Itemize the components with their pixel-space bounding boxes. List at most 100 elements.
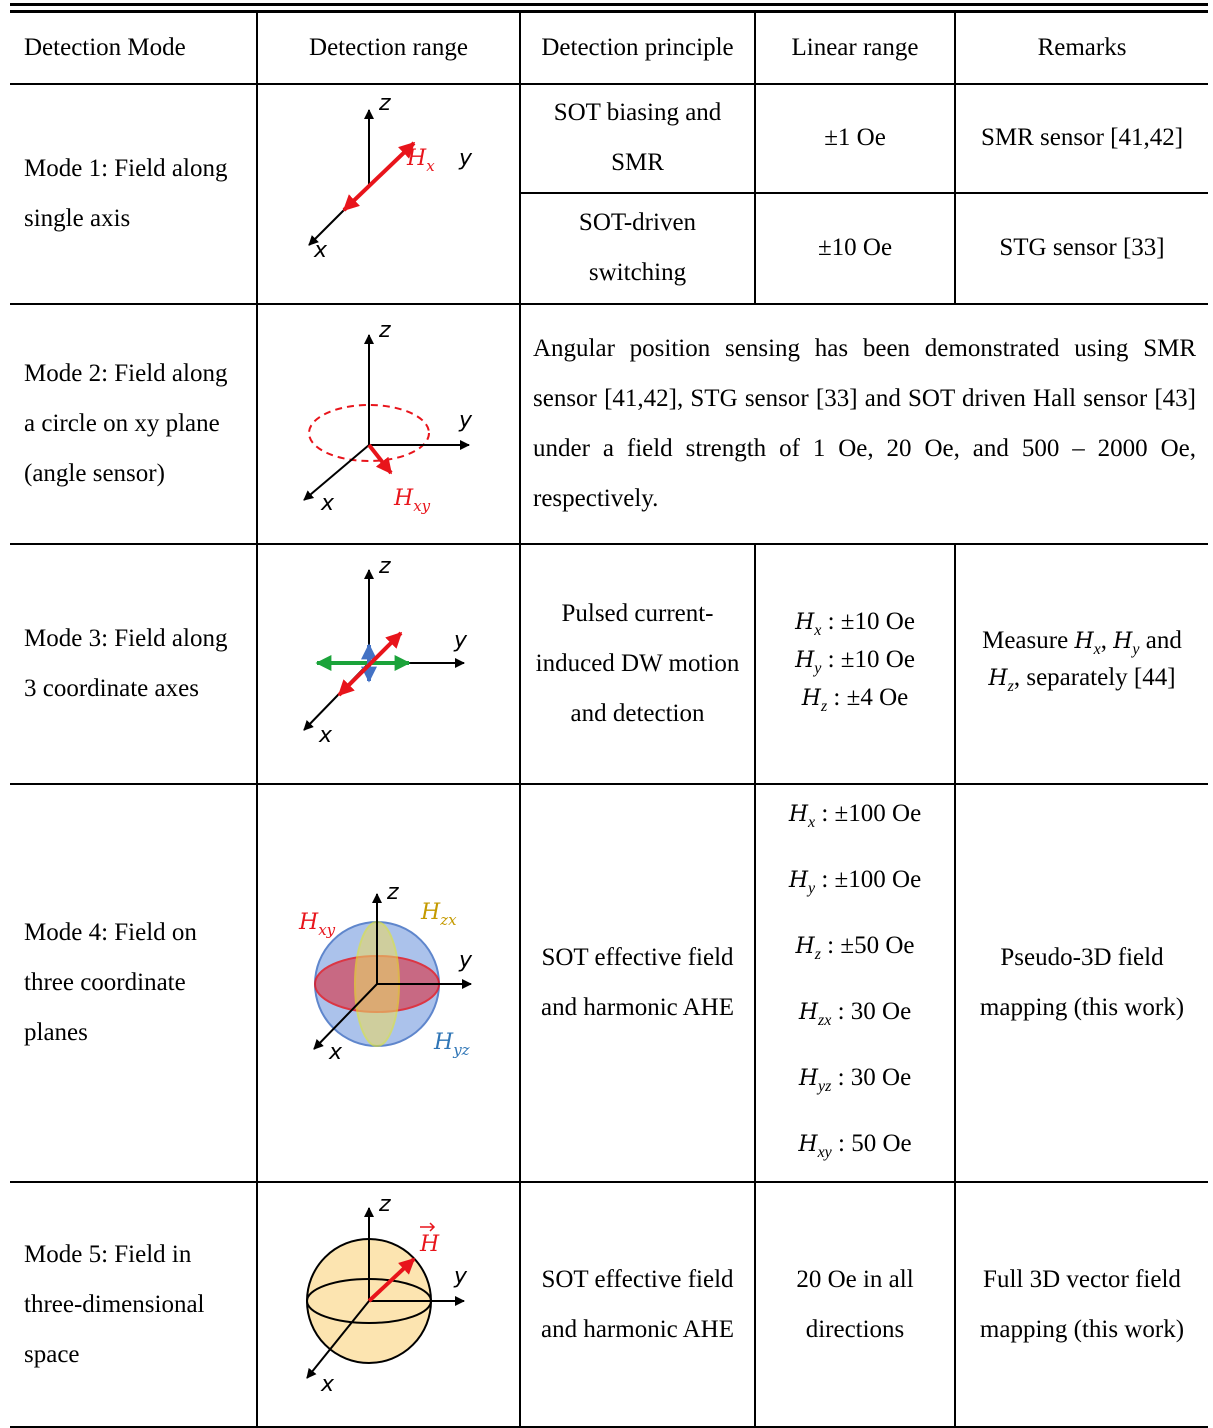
axis-label: x [313,238,328,263]
field-label: Hxy [298,910,336,939]
linear-cell: Hx : ±100 Oe Hy : ±100 Oe Hz : ±50 Oe Hzx :… [754,783,955,1182]
math: Hy [1113,627,1139,658]
field-label: Hyz [433,1030,470,1059]
linear-cell: ±1 Oe [754,83,955,193]
diagram: z y x [302,554,468,748]
header-cell: Detection range [256,8,520,84]
principle-cell: SOT biasing and SMR [519,83,755,193]
row: SOT-driven switching ±10 Oe STG sensor [… [10,191,1208,304]
symbol: H [393,486,414,511]
axis-label: x [318,723,333,748]
remark-text: and [1139,627,1182,654]
axis-label: z [378,318,391,343]
linear-cell: ±10 Oe [754,191,955,304]
axis-label: z [386,880,399,905]
remark-text: Measure [982,627,1075,654]
symbol: H [795,610,815,635]
range: : 30 Oe [831,998,912,1025]
math: Hy [795,646,821,677]
range: : ±100 Oe [815,800,922,827]
diagram-cell: z y x [256,543,521,784]
symbol: H [801,686,821,711]
subscript: zx [818,1012,832,1029]
header-cell: Linear range [754,8,955,84]
linear-line: Hx : ±10 Oe [768,607,942,645]
field-label: Hzx [420,900,457,929]
math: Hzx [798,998,832,1029]
math: Hyz [799,1064,832,1095]
note-cell: Angular position sensing has been demons… [519,303,1208,544]
diagram-cell: z y x Hx [256,83,521,304]
comparison-table: Detection Mode Detection range Detection… [10,3,1208,1428]
remark-text: , [1100,627,1114,654]
remarks-cell: Full 3D vector field mapping (this work) [954,1181,1208,1427]
principle-cell: SOT-driven switching [520,191,755,304]
header-cell: Detection Mode [24,34,186,61]
principle-cell: Pulsed current-induced DW motion and det… [519,543,755,784]
linear-line: Hyz : 30 Oe [768,1049,942,1115]
header-cell: Detection principle [519,8,755,84]
subscript: yz [818,1078,832,1095]
axis-label: y [453,1264,468,1289]
axis-label: x [320,491,335,516]
range: : ±50 Oe [820,932,915,959]
subscript: y [1132,641,1140,658]
math: Hx [1074,627,1100,658]
subscript: yz [452,1041,469,1059]
mode-cell: Mode 3: Field along 3 coordinate axes [10,543,257,784]
row: Mode 4: Field on three coordinate planes… [10,783,1208,1182]
linear-cell: Hx : ±10 Oe Hy : ±10 Oe Hz : ±4 Oe [754,543,955,784]
subscript: xy [318,921,335,939]
symbol: H [795,648,815,673]
linear-line: Hz : ±50 Oe [768,917,942,983]
row: Mode 2: Field along a circle on xy plane… [10,303,1208,544]
axis-label: y [453,628,468,653]
principle-cell: SOT effective field and harmonic AHE [519,783,755,1182]
symbol: H [433,1030,454,1055]
axis-label: y [458,408,473,433]
symbol: H [798,1000,818,1025]
mode-cell: Mode 1: Field along single axis [10,83,257,304]
range: : ±10 Oe [821,608,915,635]
range: : ±10 Oe [821,646,915,673]
math: Hxy [798,1130,831,1161]
symbol: H [795,934,815,959]
remark-text: , separately [44] [1013,664,1176,691]
remarks-cell: Pseudo-3D field mapping (this work) [954,783,1208,1182]
diagram-cell: z y x Hxy Hzx Hyz [256,783,521,1182]
mode-cell: Mode 2: Field along a circle on xy plane… [10,303,257,544]
diagram: z y x Hxy [302,318,473,516]
diagram: z y x H [305,1192,468,1397]
symbol: H [420,900,441,925]
row: Mode 3: Field along 3 coordinate axes z … [10,543,1208,784]
row: Mode 5: Field in three-dimensional space… [10,1181,1208,1427]
diagram-cell: z y x H [256,1181,521,1427]
remarks-cell: SMR sensor [41,42] [954,83,1208,193]
axis-label: z [378,1192,391,1217]
linear-line: Hzx : 30 Oe [768,983,942,1049]
subscript: z [814,946,821,963]
remarks-cell: STG sensor [33] [954,191,1208,304]
math: Hy [789,866,815,897]
math: Hx [795,608,821,639]
math: Hx [788,800,815,831]
subscript: z [820,698,828,715]
math: Hz [988,664,1013,695]
linear-line: Hy : ±100 Oe [768,851,942,917]
range: : ±4 Oe [827,684,909,711]
symbol: H [788,802,808,827]
range: : 30 Oe [831,1064,912,1091]
math: Hz [801,684,827,715]
linear-cell: 20 Oe in all directions [754,1181,955,1427]
symbol: H [406,146,427,171]
field-label: H [419,1232,440,1257]
field-label: Hx [406,146,435,175]
header-row: Detection Mode Detection range Detection… [10,8,1208,84]
mode-cell: Mode 5: Field in three-dimensional space [10,1181,257,1427]
symbol: H [988,666,1008,691]
subscript: y [808,880,816,897]
diagram: z y x Hxy Hzx Hyz [298,880,473,1065]
row: Mode 1: Field along single axis z y x Hx… [10,83,1208,304]
subscript: xy [413,497,430,515]
axis-label: z [378,554,391,579]
